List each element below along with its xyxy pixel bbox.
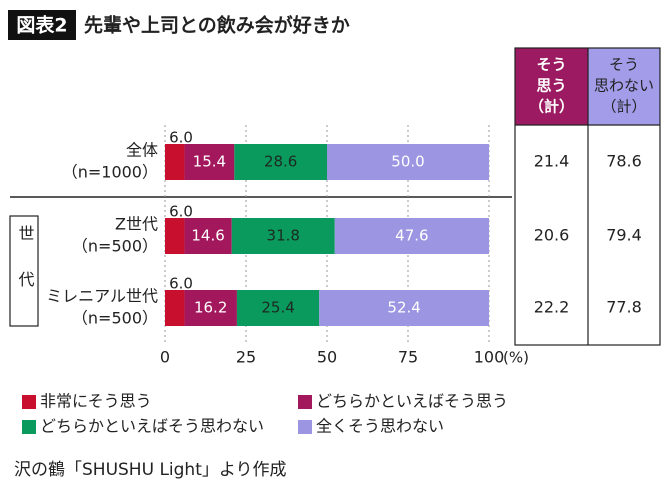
bar-segment (165, 290, 185, 326)
table-header: 思わない (594, 77, 654, 95)
value-label: 15.4 (193, 153, 226, 171)
bar-segment (327, 144, 489, 180)
value-label: 52.4 (387, 299, 420, 317)
table-header: そう (609, 56, 639, 74)
x-unit: (%) (503, 349, 529, 367)
table-value: 21.4 (534, 152, 570, 171)
y-tick-label: Z世代 (115, 215, 158, 234)
table-value: 78.6 (606, 152, 642, 171)
table-header-cell (515, 48, 588, 125)
y-tick-label: （n=500） (72, 237, 158, 256)
x-tick-label: 75 (398, 348, 418, 367)
bar-segment (334, 218, 489, 254)
table-value: 79.4 (606, 226, 642, 245)
value-label: 16.2 (194, 299, 227, 317)
table-header: そう (536, 56, 566, 74)
figure-label-box (8, 10, 76, 40)
figure-label: 図表2 (16, 14, 67, 37)
bar-segment (319, 290, 489, 326)
table-value: 77.8 (606, 298, 642, 317)
value-label: 6.0 (169, 275, 193, 293)
bar-segment (165, 144, 185, 180)
table-header: （計） (601, 98, 646, 116)
legend-swatch (298, 420, 312, 434)
bar-segment (234, 144, 327, 180)
bar-segment (184, 290, 237, 326)
legend-label: 全くそう思わない (316, 417, 444, 436)
value-label: 14.6 (191, 227, 224, 245)
group-label: 世代 (16, 225, 35, 317)
legend-label: 非常にそう思う (40, 392, 152, 411)
bar-segment (165, 218, 185, 254)
value-label: 25.4 (261, 299, 294, 317)
value-label: 47.6 (395, 227, 428, 245)
x-tick-label: 0 (160, 348, 170, 367)
bar-segment (236, 290, 320, 326)
table-header-cell (588, 48, 660, 125)
chart-title: 先輩や上司との飲み会が好きか (84, 14, 350, 37)
x-tick-label: 50 (317, 348, 337, 367)
bar-segment (184, 144, 235, 180)
value-label: 31.8 (267, 227, 300, 245)
source: 沢の鶴「SHUSHU Light」より作成 (14, 460, 287, 480)
legend-label: どちらかといえばそう思わない (40, 417, 264, 436)
bar-segment (184, 218, 232, 254)
x-tick-label: 25 (236, 348, 256, 367)
value-label: 6.0 (169, 203, 193, 221)
x-tick-label: 100 (474, 348, 505, 367)
legend-label: どちらかといえばそう思う (316, 392, 508, 411)
table-value: 20.6 (534, 226, 570, 245)
table-header: （計） (529, 98, 574, 116)
y-tick-label: （n=500） (72, 309, 158, 328)
table-header: 思う (536, 77, 566, 95)
y-tick-label: （n=1000） (62, 163, 158, 182)
value-label: 50.0 (391, 153, 424, 171)
legend-swatch (298, 395, 312, 409)
legend-swatch (22, 395, 36, 409)
value-label: 6.0 (169, 129, 193, 147)
y-tick-label: 全体 (126, 141, 158, 160)
value-label: 28.6 (264, 153, 297, 171)
y-tick-label: ミレニアル世代 (46, 287, 158, 306)
table-value: 22.2 (534, 298, 570, 317)
bar-segment (231, 218, 335, 254)
legend-swatch (22, 420, 36, 434)
group-box (9, 215, 39, 327)
